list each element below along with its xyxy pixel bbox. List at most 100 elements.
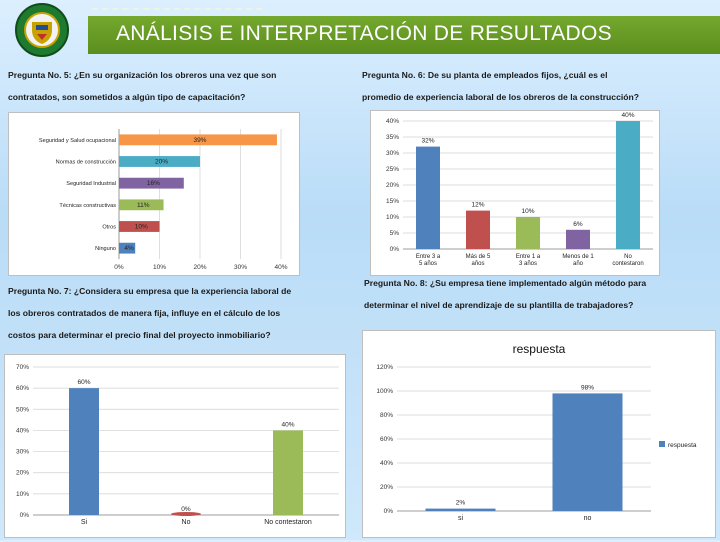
question-7-line-3: costos para determinar el precio final d… — [8, 330, 271, 340]
q7-category-label: No contestaron — [264, 519, 312, 526]
q8-tick-label: 80% — [380, 412, 393, 419]
q8-tick-label: 60% — [380, 436, 393, 443]
q5-category-label: Otros — [102, 225, 116, 231]
q5-tick-label: 0% — [114, 264, 124, 271]
q7-tick-label: 20% — [16, 470, 29, 477]
q5-bar — [119, 177, 184, 189]
q6-bar — [516, 217, 540, 249]
chart-q7-panel: 0% 10% 20% 30% 40% 50% 60% 70% 60% Si 0% No 40% No co… — [4, 354, 346, 538]
q5-data-label: 11% — [137, 202, 150, 209]
chart-q8-panel: 0% 20% 40% 60% 80% 100% 120% 2% si 98% no respuesta… — [362, 330, 716, 538]
q5-category-label: Técnicas constructivas — [59, 203, 116, 209]
q8-chart-title: respuesta — [513, 342, 566, 356]
q8-bar — [425, 508, 496, 511]
chart-q5: 0% 10% 20% 30% 40% Seguridad y Salud ocupacio… — [39, 129, 288, 271]
q6-tick-label: 35% — [386, 134, 399, 141]
question-7-line-1: Pregunta No. 7: ¿Considera su empresa qu… — [8, 286, 292, 296]
q8-legend-swatch — [659, 441, 665, 447]
q5-tick-label: 30% — [234, 264, 247, 271]
question-8: Pregunta No. 8: ¿Su empresa tiene implem… — [364, 272, 714, 316]
q7-tick-label: 30% — [16, 449, 29, 456]
question-6-line-2: promedio de experiencia laboral de los o… — [362, 92, 639, 102]
q6-category-label: Menos de 1 año — [562, 254, 594, 267]
q5-bar — [119, 242, 136, 254]
q7-tick-label: 50% — [16, 406, 29, 413]
q8-category-label: si — [458, 515, 464, 522]
q6-tick-label: 30% — [386, 150, 399, 157]
question-6-line-1: Pregunta No. 6: De su planta de empleado… — [362, 70, 608, 80]
question-8-line-1: Pregunta No. 8: ¿Su empresa tiene implem… — [364, 278, 647, 288]
q6-data-label: 10% — [521, 208, 534, 215]
q6-tick-label: 15% — [386, 198, 399, 205]
q6-data-label: 6% — [573, 221, 583, 228]
q5-category-label: Seguridad y Salud ocupacional — [39, 138, 116, 144]
q6-category-label: No contestaron — [612, 254, 643, 267]
question-5-line-2: contratados, son sometidos a algún tipo … — [8, 92, 246, 102]
q5-data-label: 4% — [124, 245, 134, 252]
q6-data-label: 40% — [621, 112, 634, 119]
q6-tick-label: 10% — [386, 214, 399, 221]
chart-q7: 0% 10% 20% 30% 40% 50% 60% 70% 60% Si 0% No 40% No co… — [16, 364, 339, 526]
q6-data-label: 32% — [421, 138, 434, 145]
q7-category-label: Si — [81, 519, 88, 526]
q5-data-label: 16% — [147, 180, 160, 187]
q5-data-label: 10% — [135, 224, 148, 231]
q5-category-label: Normas de construcción — [56, 160, 116, 166]
q7-bar — [171, 512, 201, 516]
q8-tick-label: 20% — [380, 484, 393, 491]
q7-category-label: No — [182, 519, 191, 526]
q7-tick-label: 70% — [16, 364, 29, 371]
q6-tick-label: 40% — [386, 118, 399, 125]
q7-bar — [273, 430, 303, 515]
q7-data-label: 40% — [281, 421, 294, 428]
question-5: Pregunta No. 5: ¿En su organización los … — [8, 64, 348, 108]
q5-category-label: Ninguno — [95, 246, 116, 252]
q6-tick-label: 5% — [390, 230, 400, 237]
q6-tick-label: 25% — [386, 166, 399, 173]
q6-bar — [616, 121, 640, 249]
q5-data-label: 39% — [193, 137, 206, 144]
q8-tick-label: 100% — [376, 388, 393, 395]
q5-tick-label: 20% — [193, 264, 206, 271]
q6-tick-label: 0% — [390, 246, 400, 253]
q8-tick-label: 120% — [376, 364, 393, 371]
q6-bar — [466, 210, 490, 249]
question-6: Pregunta No. 6: De su planta de empleado… — [362, 64, 712, 108]
q6-tick-label: 20% — [386, 182, 399, 189]
header-bar — [88, 16, 720, 54]
q8-tick-label: 40% — [380, 460, 393, 467]
q6-bar — [566, 229, 590, 249]
q5-bar — [119, 199, 164, 211]
q5-tick-label: 10% — [153, 264, 166, 271]
q5-bar — [119, 134, 277, 146]
q8-data-label: 2% — [456, 500, 466, 507]
q7-tick-label: 40% — [16, 427, 29, 434]
q6-bar — [416, 146, 440, 249]
q8-bar — [552, 393, 623, 511]
question-7-line-2: los obreros contratados de manera fija, … — [8, 308, 281, 318]
question-5-line-1: Pregunta No. 5: ¿En su organización los … — [8, 70, 277, 80]
q5-data-label: 20% — [155, 159, 168, 166]
q7-data-label: 60% — [77, 379, 90, 386]
q8-legend-label: respuesta — [668, 442, 697, 449]
q5-bar — [119, 221, 160, 232]
q5-category-label: Seguridad Industrial — [66, 181, 116, 187]
q5-bar — [119, 156, 200, 167]
q5-tick-label: 40% — [274, 264, 287, 271]
q7-tick-label: 10% — [16, 491, 29, 498]
header: ANÁLISIS E INTERPRETACIÓN DE RESULTADOS — [0, 0, 720, 58]
q8-category-label: no — [584, 515, 592, 522]
q8-tick-label: 0% — [384, 508, 394, 515]
q8-data-label: 98% — [581, 384, 594, 391]
q7-bar — [69, 388, 99, 515]
question-7: Pregunta No. 7: ¿Considera su empresa qu… — [8, 280, 346, 346]
chart-q8: 0% 20% 40% 60% 80% 100% 120% 2% si 98% no respuesta… — [376, 342, 697, 522]
question-8-line-2: determinar el nivel de aprendizaje de su… — [364, 300, 634, 310]
q6-category-label: Más de 5 años — [466, 254, 491, 267]
q7-tick-label: 60% — [16, 385, 29, 392]
q7-tick-label: 0% — [20, 512, 30, 519]
